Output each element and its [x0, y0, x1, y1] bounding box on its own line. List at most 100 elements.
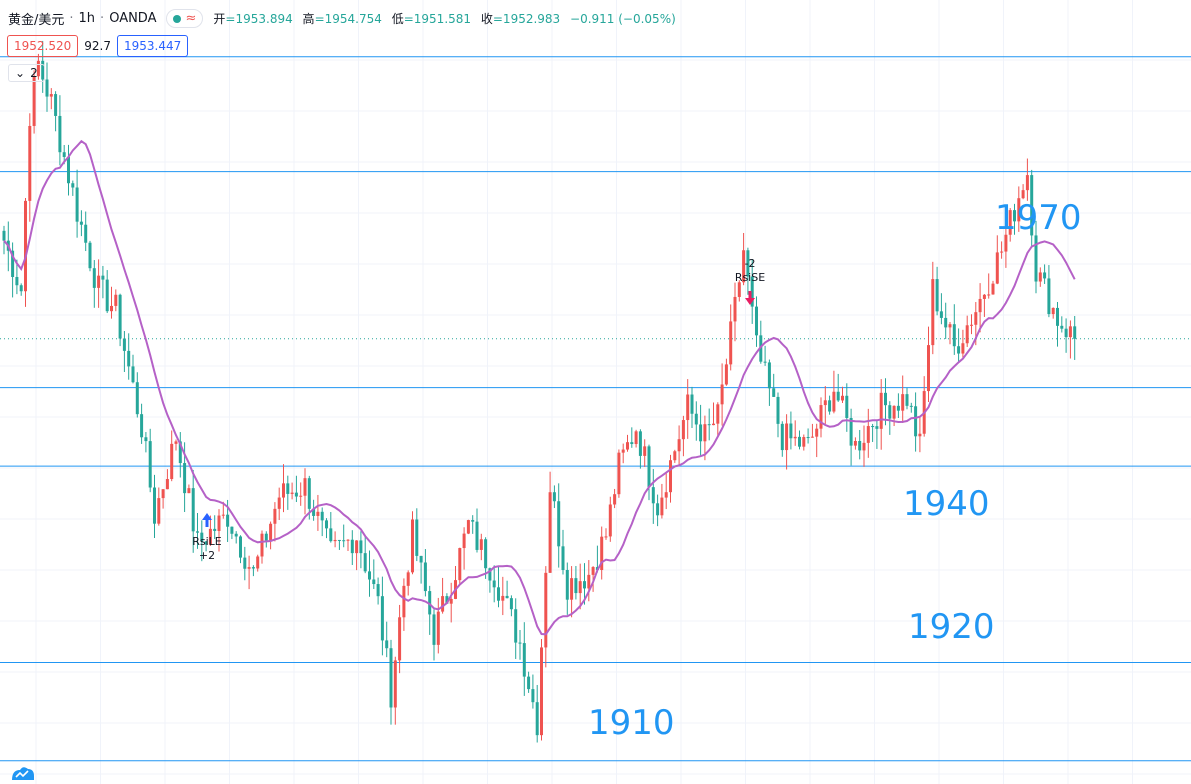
candlestick-series [2, 40, 1077, 743]
interval-label[interactable]: 1h [78, 11, 96, 26]
candle-body [174, 441, 178, 444]
candle-body [243, 557, 247, 569]
candle-body [24, 200, 27, 292]
candle-body [230, 526, 234, 534]
candle-body [686, 394, 690, 421]
candle-body [475, 521, 479, 550]
candle-body [621, 449, 625, 453]
candle-body [75, 187, 79, 222]
close-value: =1952.983 [492, 12, 561, 26]
candle-body [105, 279, 109, 312]
short-signal-qty: -2 [745, 257, 756, 270]
candle-body [905, 394, 909, 406]
ohlc-values: 开=1953.894 高=1954.754 低=1951.581 收=1952.… [213, 10, 681, 27]
candle-body [712, 423, 715, 426]
candle-body [320, 511, 324, 521]
candle-body [527, 676, 531, 690]
chevron-down-icon: ⌄ [15, 66, 26, 80]
candle-body [608, 504, 612, 537]
candle-body [479, 539, 483, 550]
candle-body [84, 224, 88, 243]
level-label-1970: 1970 [995, 198, 1082, 238]
candle-body [67, 156, 70, 184]
candle-body [501, 595, 505, 601]
candle-body [299, 495, 303, 497]
candle-body [845, 395, 849, 418]
candle-body [471, 520, 475, 522]
tradingview-logo-icon[interactable] [11, 765, 35, 781]
candle-body [110, 305, 113, 312]
candle-body [294, 492, 298, 497]
candle-body [157, 498, 161, 524]
candle-body [191, 488, 195, 532]
candle-body [664, 492, 668, 498]
candle-body [514, 609, 518, 643]
candle-body [587, 574, 591, 589]
candle-body [1013, 210, 1016, 222]
open-label: 开 [213, 12, 226, 26]
candle-body [557, 501, 561, 547]
candle-body [363, 553, 367, 572]
candle-body [415, 519, 419, 556]
candle-body [1060, 325, 1064, 329]
candle-body [148, 441, 152, 488]
candle-body [221, 514, 225, 516]
level-label-1940: 1940 [903, 484, 990, 524]
candle-body [866, 426, 870, 443]
candle-body [681, 420, 685, 440]
candle-body [402, 585, 406, 618]
candle-body [28, 125, 32, 201]
candle-body [277, 497, 281, 509]
candle-body [161, 489, 165, 499]
candle-body [974, 312, 978, 325]
symbol-name[interactable]: 黄金/美元 [8, 13, 65, 28]
sell-price-button[interactable]: 1952.520 [7, 35, 79, 57]
candle-body [1034, 235, 1038, 282]
candle-body [97, 275, 101, 288]
candle-body [2, 230, 6, 241]
candle-body [509, 598, 513, 610]
candle-body [32, 76, 36, 126]
candle-body [849, 417, 853, 446]
candle-body [957, 346, 961, 354]
candle-body [393, 660, 397, 708]
candle-body [419, 555, 423, 563]
candle-body [677, 439, 681, 452]
candle-body [871, 426, 875, 428]
candle-body [970, 324, 973, 326]
indicators-collapse-button[interactable]: ⌄ 2 [8, 64, 45, 82]
candle-body [428, 591, 432, 615]
indicator-count: 2 [30, 66, 38, 80]
long-signal-name: RsiLE [192, 535, 222, 548]
candle-body [626, 442, 629, 450]
candle-body [884, 392, 887, 406]
candle-body [1004, 234, 1008, 252]
candle-body [114, 294, 118, 306]
candle-body [651, 487, 655, 504]
candle-body [892, 405, 896, 419]
spread-value: 92.7 [84, 39, 111, 53]
candle-body [62, 152, 66, 157]
market-open-icon [173, 14, 182, 23]
buy-price-button[interactable]: 1953.447 [116, 35, 189, 57]
candle-body [853, 440, 857, 446]
candle-body [92, 268, 96, 288]
candle-body [449, 598, 453, 604]
level-label-1920: 1920 [908, 607, 995, 647]
candle-body [135, 382, 139, 415]
candle-body [896, 405, 900, 411]
candle-body [965, 325, 969, 344]
candle-body [1021, 190, 1025, 199]
candle-body [234, 533, 238, 537]
candle-body [505, 595, 509, 599]
market-status-pill[interactable]: ≈ [166, 9, 204, 28]
candle-body [144, 437, 148, 442]
candle-body [823, 400, 827, 406]
candle-body [737, 282, 741, 297]
candle-body [909, 405, 913, 407]
candle-body [118, 294, 122, 339]
candle-body [372, 579, 376, 585]
candle-body [716, 404, 720, 424]
candle-body [337, 539, 341, 541]
